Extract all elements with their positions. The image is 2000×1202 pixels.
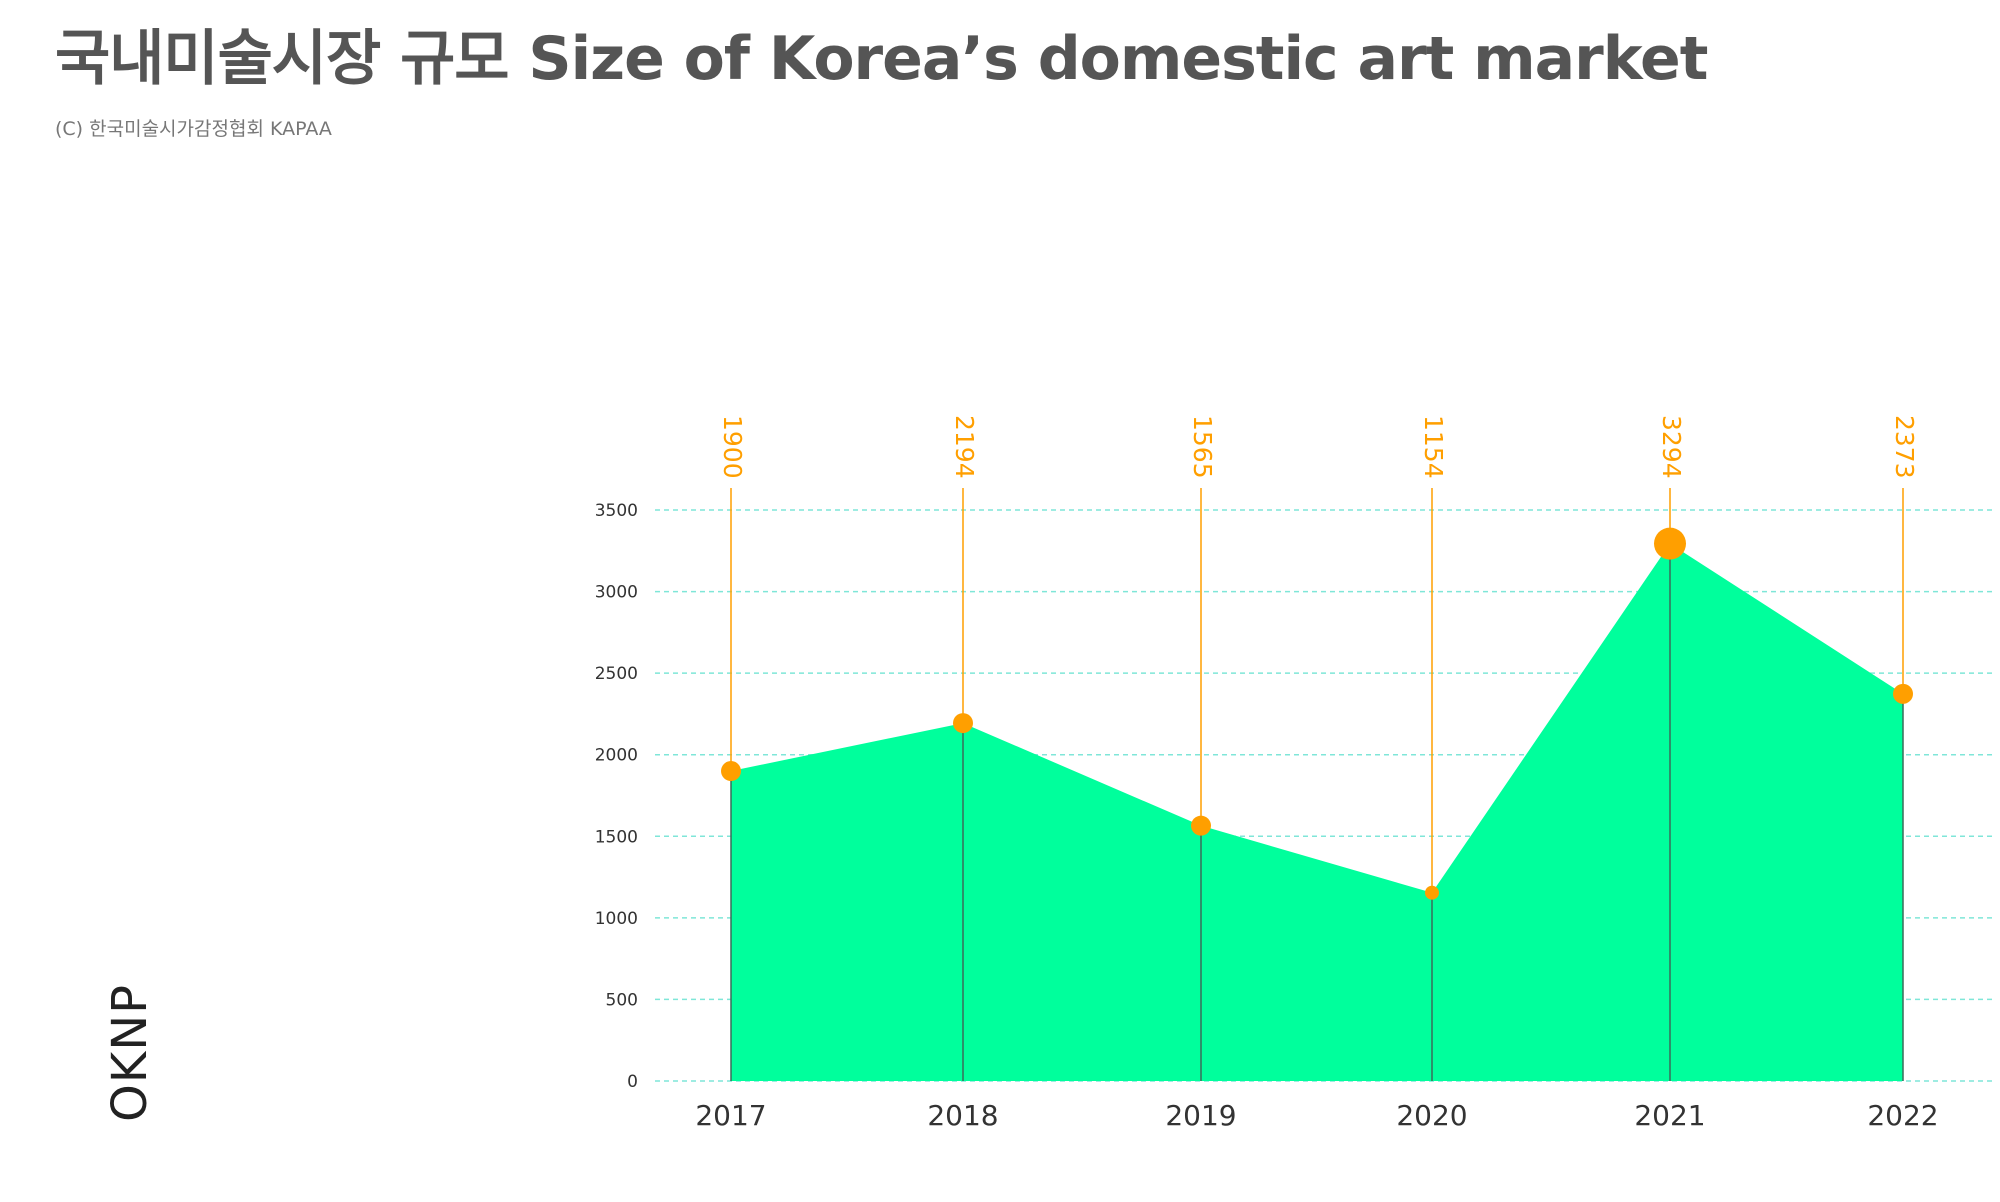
area-series — [731, 543, 1903, 1081]
chart-title: 국내미술시장 규모 Size of Korea’s domestic art m… — [55, 24, 1708, 94]
x-tick-label: 2022 — [1867, 1099, 1938, 1132]
y-tick-label: 3500 — [595, 501, 638, 521]
data-label: 2194 — [950, 415, 979, 479]
x-tick-label: 2019 — [1165, 1099, 1236, 1132]
data-label: 2373 — [1890, 415, 1919, 479]
data-point — [721, 761, 741, 782]
data-label: 1565 — [1188, 415, 1217, 479]
x-tick-label: 2018 — [927, 1099, 998, 1132]
x-tick-label: 2020 — [1396, 1099, 1467, 1132]
y-tick-label: 1000 — [595, 909, 638, 929]
data-label: 1900 — [718, 415, 747, 479]
data-point — [1893, 683, 1913, 704]
x-tick-label: 2017 — [695, 1099, 766, 1132]
data-label: 3294 — [1657, 415, 1686, 479]
chart-source: (C) 한국미술시가감정협회 KAPAA — [55, 118, 332, 140]
y-tick-label: 500 — [606, 990, 638, 1010]
data-point — [1654, 527, 1686, 560]
y-tick-label: 2000 — [595, 746, 638, 766]
y-tick-label: 1500 — [595, 827, 638, 847]
x-tick-label: 2021 — [1634, 1099, 1705, 1132]
data-point — [953, 713, 973, 734]
data-point — [1425, 885, 1439, 900]
y-tick-label: 3000 — [595, 583, 638, 603]
y-tick-label: 2500 — [595, 664, 638, 684]
data-label: 1154 — [1419, 415, 1448, 479]
data-point — [1191, 815, 1211, 836]
y-tick-label: 0 — [627, 1072, 638, 1092]
